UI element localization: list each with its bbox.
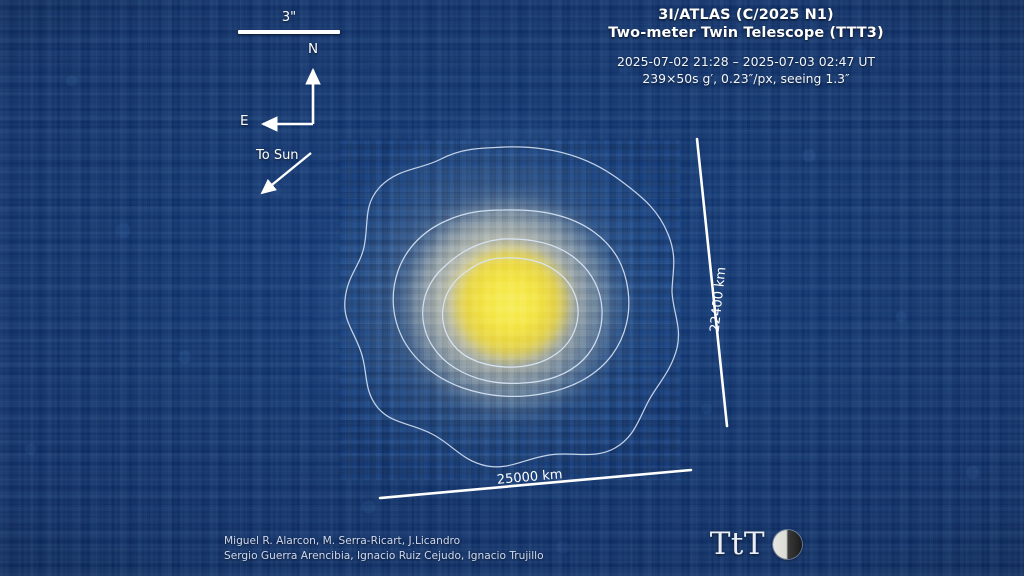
ttt-wordmark: TtT — [709, 526, 765, 562]
ttt-logo: TtT — [710, 529, 802, 560]
credits-line-2: Sergio Guerra Arencibia, Ignacio Ruiz Ce… — [224, 550, 544, 562]
observation-metadata: 2025-07-02 21:28 – 2025-07-03 02:47 UT 2… — [486, 53, 1006, 87]
coma-pixelation-overlay — [340, 140, 680, 480]
observation-window: 2025-07-02 21:28 – 2025-07-03 02:47 UT — [617, 54, 875, 69]
telescope-name: Two-meter Twin Telescope (TTT3) — [608, 25, 884, 41]
angular-scale-bar — [238, 30, 340, 34]
compass-north-label: N — [308, 41, 319, 57]
comet-coma — [320, 120, 700, 500]
to-sun-label: To Sun — [256, 148, 299, 163]
compass-east-label: E — [240, 113, 249, 129]
title-block: 3I/ATLAS (C/2025 N1) Two-meter Twin Tele… — [486, 6, 1006, 87]
instrument-details: 239×50s g′, 0.23″/px, seeing 1.3″ — [642, 71, 850, 86]
moon-emblem-icon — [773, 530, 802, 559]
credits-block: Miguel R. Alarcon, M. Serra-Ricart, J.Li… — [224, 534, 544, 564]
credits-line-1: Miguel R. Alarcon, M. Serra-Ricart, J.Li… — [224, 535, 461, 547]
angular-scale-label: 3" — [281, 10, 297, 25]
object-name: 3I/ATLAS (C/2025 N1) — [658, 7, 834, 23]
